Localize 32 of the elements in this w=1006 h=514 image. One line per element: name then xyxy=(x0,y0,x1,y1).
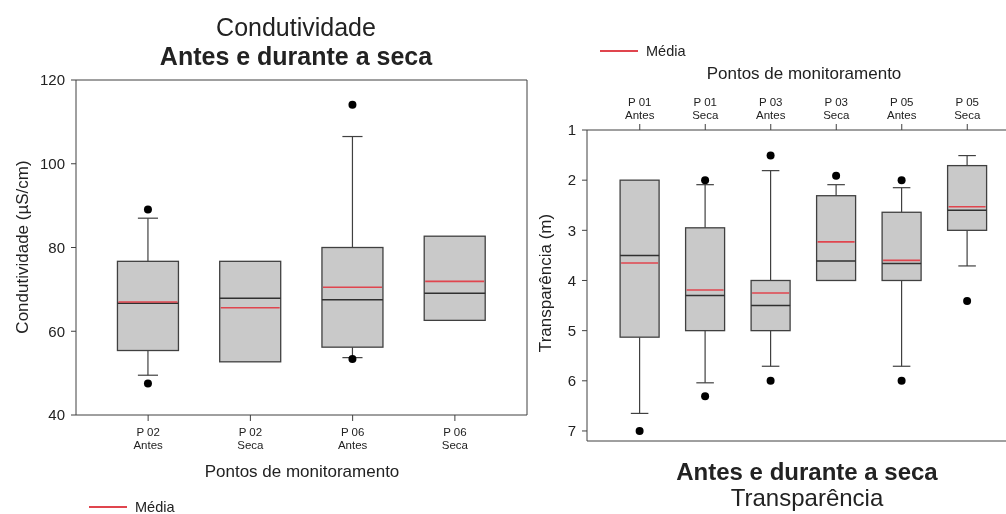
x-tick-label: P 01 Seca xyxy=(692,96,719,121)
y-tick-label: 4 xyxy=(567,271,576,289)
y-tick-label: 40 xyxy=(48,406,65,424)
y-tick-label: 100 xyxy=(39,155,65,173)
text: Média xyxy=(135,499,176,514)
x-tick-label: P 02 Antes xyxy=(133,426,164,451)
x-tick-label: P 03 Antes xyxy=(756,96,786,121)
y-tick-label: 80 xyxy=(48,238,65,256)
y-tick-label: 3 xyxy=(567,221,576,239)
x-tick-label: P 05 Seca xyxy=(954,96,981,121)
y-tick-label: 6 xyxy=(567,372,576,390)
x-axis-title: Pontos de monitoramento xyxy=(706,64,902,83)
x-tick-label: P 05 Antes xyxy=(887,96,917,121)
y-tick-label: 1 xyxy=(567,121,576,139)
x-axis-title: Pontos de monitoramento xyxy=(204,462,400,481)
y-axis-title: Transparência (m) xyxy=(535,213,555,353)
y-axis-title: Condutividade (µS/cm) xyxy=(12,160,32,334)
y-tick-label: 7 xyxy=(567,422,576,440)
y-tick-label: 120 xyxy=(39,71,65,89)
x-tick-label: P 02 Seca xyxy=(237,426,265,451)
chart-subtitle: Antes e durante a seca xyxy=(159,42,434,70)
text: Média xyxy=(646,43,687,59)
x-tick-label: P 01 Antes xyxy=(625,96,655,121)
y-tick-label: 2 xyxy=(567,171,576,189)
text: Antes e durante a seca xyxy=(676,458,939,485)
x-tick-label: P 03 Seca xyxy=(823,96,850,121)
x-tick-label: P 06 Antes xyxy=(337,426,368,451)
y-tick-label: 5 xyxy=(567,321,576,339)
y-tick-label: 60 xyxy=(48,322,65,340)
text: Transparência xyxy=(730,484,884,511)
x-tick-label: P 06 Seca xyxy=(441,426,469,451)
chart-title: Condutividade xyxy=(216,13,376,41)
